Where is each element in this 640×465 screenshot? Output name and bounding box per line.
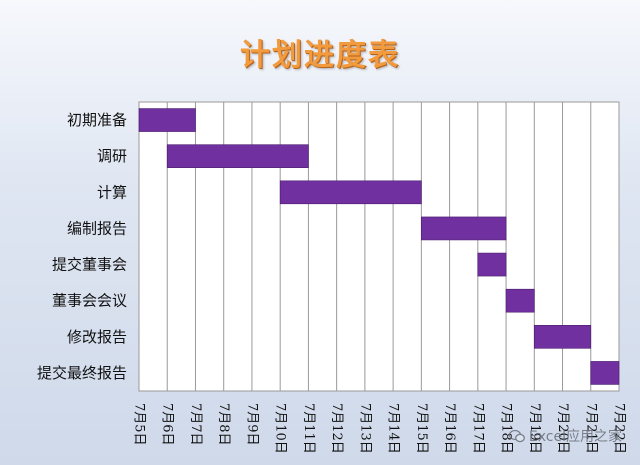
x-tick-label: 7月22日 xyxy=(612,403,627,454)
x-tick-label: 7月11日 xyxy=(301,403,316,454)
gantt-bar xyxy=(477,252,507,277)
gantt-bar xyxy=(533,325,592,349)
x-tick-label: 7月6日 xyxy=(160,403,175,446)
task-label: 提交董事会 xyxy=(52,256,127,274)
gantt-bar xyxy=(505,288,535,313)
task-label: 计算 xyxy=(97,183,127,201)
x-tick-label: 7月5日 xyxy=(132,403,147,446)
task-label: 修改报告 xyxy=(67,328,127,346)
gantt-bar xyxy=(421,216,507,241)
x-tick-label: 7月8日 xyxy=(216,403,231,446)
x-tick-label: 7月19日 xyxy=(527,403,542,454)
x-tick-label: 7月9日 xyxy=(244,403,259,446)
x-tick-label: 7月14日 xyxy=(386,403,401,454)
task-label: 初期准备 xyxy=(67,111,127,129)
task-label: 调研 xyxy=(97,147,127,165)
gantt-bar xyxy=(166,144,309,168)
gantt-bar xyxy=(590,361,620,385)
x-tick-label: 7月16日 xyxy=(442,403,457,454)
x-tick-label: 7月7日 xyxy=(188,403,203,446)
watermark: Excel应用之家 xyxy=(508,426,622,446)
x-tick-label: 7月20日 xyxy=(555,403,570,454)
task-label: 提交最终报告 xyxy=(37,364,127,382)
watermark-text: Excel应用之家 xyxy=(528,429,622,445)
gantt-bar xyxy=(279,180,422,205)
task-label: 编制报告 xyxy=(67,219,127,237)
gantt-bar xyxy=(138,108,196,132)
task-label: 董事会会议 xyxy=(52,292,127,310)
page-title: 计划进度表 xyxy=(240,38,400,73)
x-tick-label: 7月10日 xyxy=(273,403,288,454)
x-tick-label: 7月18日 xyxy=(499,403,514,454)
x-tick-label: 7月21日 xyxy=(583,403,598,454)
x-tick-label: 7月17日 xyxy=(470,403,485,454)
x-tick-label: 7月12日 xyxy=(329,403,344,454)
x-tick-label: 7月15日 xyxy=(414,403,429,454)
wechat-icon xyxy=(508,429,525,443)
x-tick-label: 7月13日 xyxy=(357,403,372,454)
